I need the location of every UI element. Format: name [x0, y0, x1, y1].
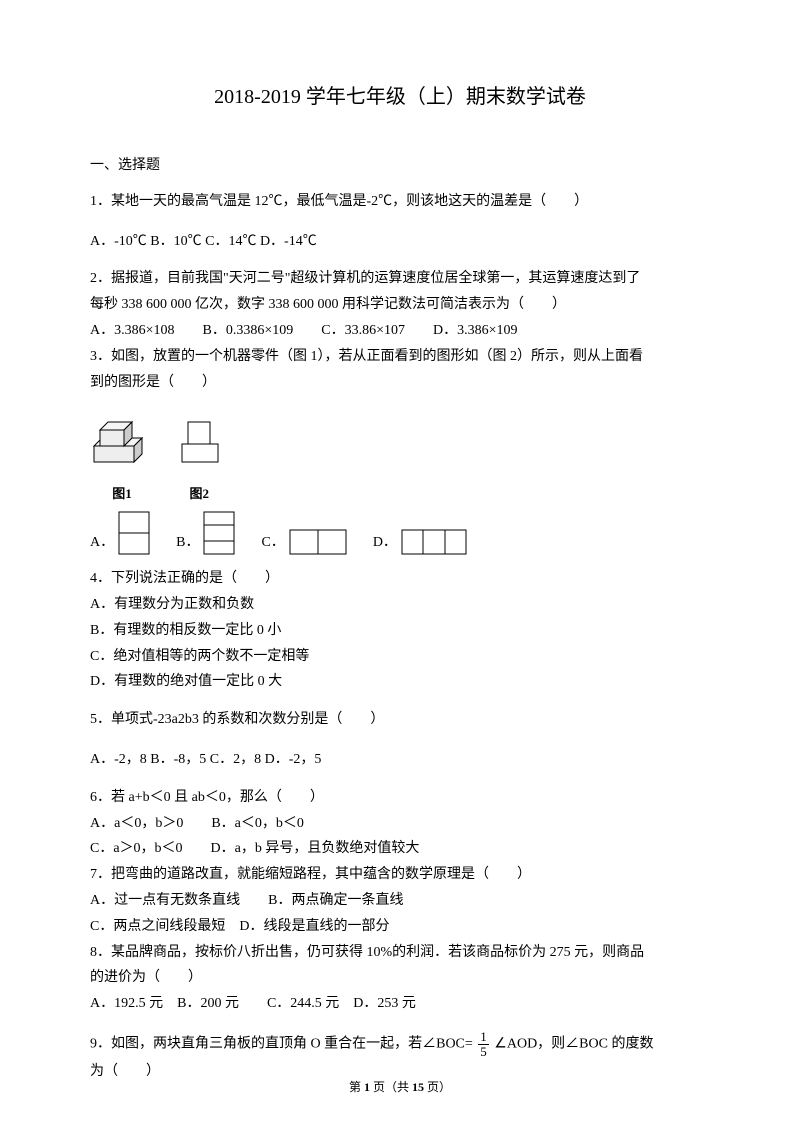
question-6: 6．若 a+b＜0 且 ab＜0，那么（ ）: [90, 786, 710, 810]
option-b-label: B．: [176, 531, 199, 555]
question-5-options: A．-2，8 B．-8，5 C．2，8 D．-2，5: [90, 748, 710, 772]
option-d-label: D．: [373, 531, 397, 555]
figure-1-icon: [90, 402, 154, 470]
question-8-line2: 的进价为（ ）: [90, 966, 710, 990]
figure-2-icon: [178, 404, 222, 470]
footer-total-pages: 15: [412, 1080, 424, 1094]
question-2-options: A．3.386×108 B．0.3386×109 C．33.86×107 D．3…: [90, 319, 710, 343]
question-8-options: A．192.5 元 B．200 元 C．244.5 元 D．253 元: [90, 992, 710, 1016]
question-4: 4．下列说法正确的是（ ）: [90, 567, 710, 591]
fraction-icon: 1 5: [478, 1030, 489, 1058]
figure-captions: 图1 图2: [90, 483, 710, 505]
option-c-label: C．: [261, 531, 284, 555]
question-3-line2: 到的图形是（ ）: [90, 371, 710, 395]
fraction-numerator: 1: [478, 1030, 489, 1045]
option-b-icon: [203, 511, 235, 555]
option-a-label: A．: [90, 531, 114, 555]
footer-text: 页）: [424, 1080, 451, 1094]
option-a-icon: [118, 511, 150, 555]
question-7-opts-2: C．两点之间线段最短 D．线段是直线的一部分: [90, 915, 710, 939]
question-1-options: A．-10℃ B．10℃ C．14℃ D．-14℃: [90, 230, 710, 254]
question-9-line1b: ∠AOD，则∠BOC 的度数: [494, 1036, 653, 1051]
question-8-line1: 8．某品牌商品，按标价八折出售，仍可获得 10%的利润．若该商品标价为 275 …: [90, 941, 710, 965]
option-a: A．: [90, 511, 150, 555]
question-4-c: C．绝对值相等的两个数不一定相等: [90, 645, 710, 669]
option-d-icon: [401, 529, 467, 555]
option-b: B．: [176, 511, 235, 555]
footer-text: 第: [349, 1080, 364, 1094]
page-title: 2018-2019 学年七年级（上）期末数学试卷: [90, 80, 710, 114]
question-2-line1: 2．据报道，目前我国"天河二号"超级计算机的运算速度位居全球第一，其运算速度达到…: [90, 267, 710, 291]
question-9-line1: 9．如图，两块直角三角板的直顶角 O 重合在一起，若∠BOC= 1 5 ∠AOD…: [90, 1030, 710, 1058]
option-d: D．: [373, 529, 467, 555]
footer-text: 页（共: [370, 1080, 412, 1094]
question-4-a: A．有理数分为正数和负数: [90, 593, 710, 617]
question-4-d: D．有理数的绝对值一定比 0 大: [90, 670, 710, 694]
question-2-line2: 每秒 338 600 000 亿次，数字 338 600 000 用科学记数法可…: [90, 293, 710, 317]
figure-2-caption: 图2: [177, 483, 221, 505]
question-3-options: A． B． C． D．: [90, 511, 710, 555]
question-3-figures: [90, 402, 710, 479]
option-c-icon: [289, 529, 347, 555]
figure-1-caption: 图1: [90, 483, 154, 505]
question-5: 5．单项式-23a2b3 的系数和次数分别是（ ）: [90, 708, 710, 732]
question-4-b: B．有理数的相反数一定比 0 小: [90, 619, 710, 643]
question-7: 7．把弯曲的道路改直，就能缩短路程，其中蕴含的数学原理是（ ）: [90, 863, 710, 887]
question-3-line1: 3．如图，放置的一个机器零件（图 1），若从正面看到的图形如（图 2）所示，则从…: [90, 345, 710, 369]
question-6-opts-2: C．a＞0，b＜0 D．a，b 异号，且负数绝对值较大: [90, 837, 710, 861]
section-heading: 一、选择题: [90, 154, 710, 178]
question-6-opts-1: A．a＜0，b＞0 B．a＜0，b＜0: [90, 812, 710, 836]
fraction-denominator: 5: [478, 1045, 489, 1059]
question-1: 1．某地一天的最高气温是 12℃，最低气温是-2℃，则该地这天的温差是（ ）: [90, 190, 710, 214]
option-c: C．: [261, 529, 346, 555]
question-9-line1a: 9．如图，两块直角三角板的直顶角 O 重合在一起，若∠BOC=: [90, 1036, 473, 1051]
page-footer: 第 1 页（共 15 页）: [0, 1077, 800, 1097]
question-7-opts-1: A．过一点有无数条直线 B．两点确定一条直线: [90, 889, 710, 913]
